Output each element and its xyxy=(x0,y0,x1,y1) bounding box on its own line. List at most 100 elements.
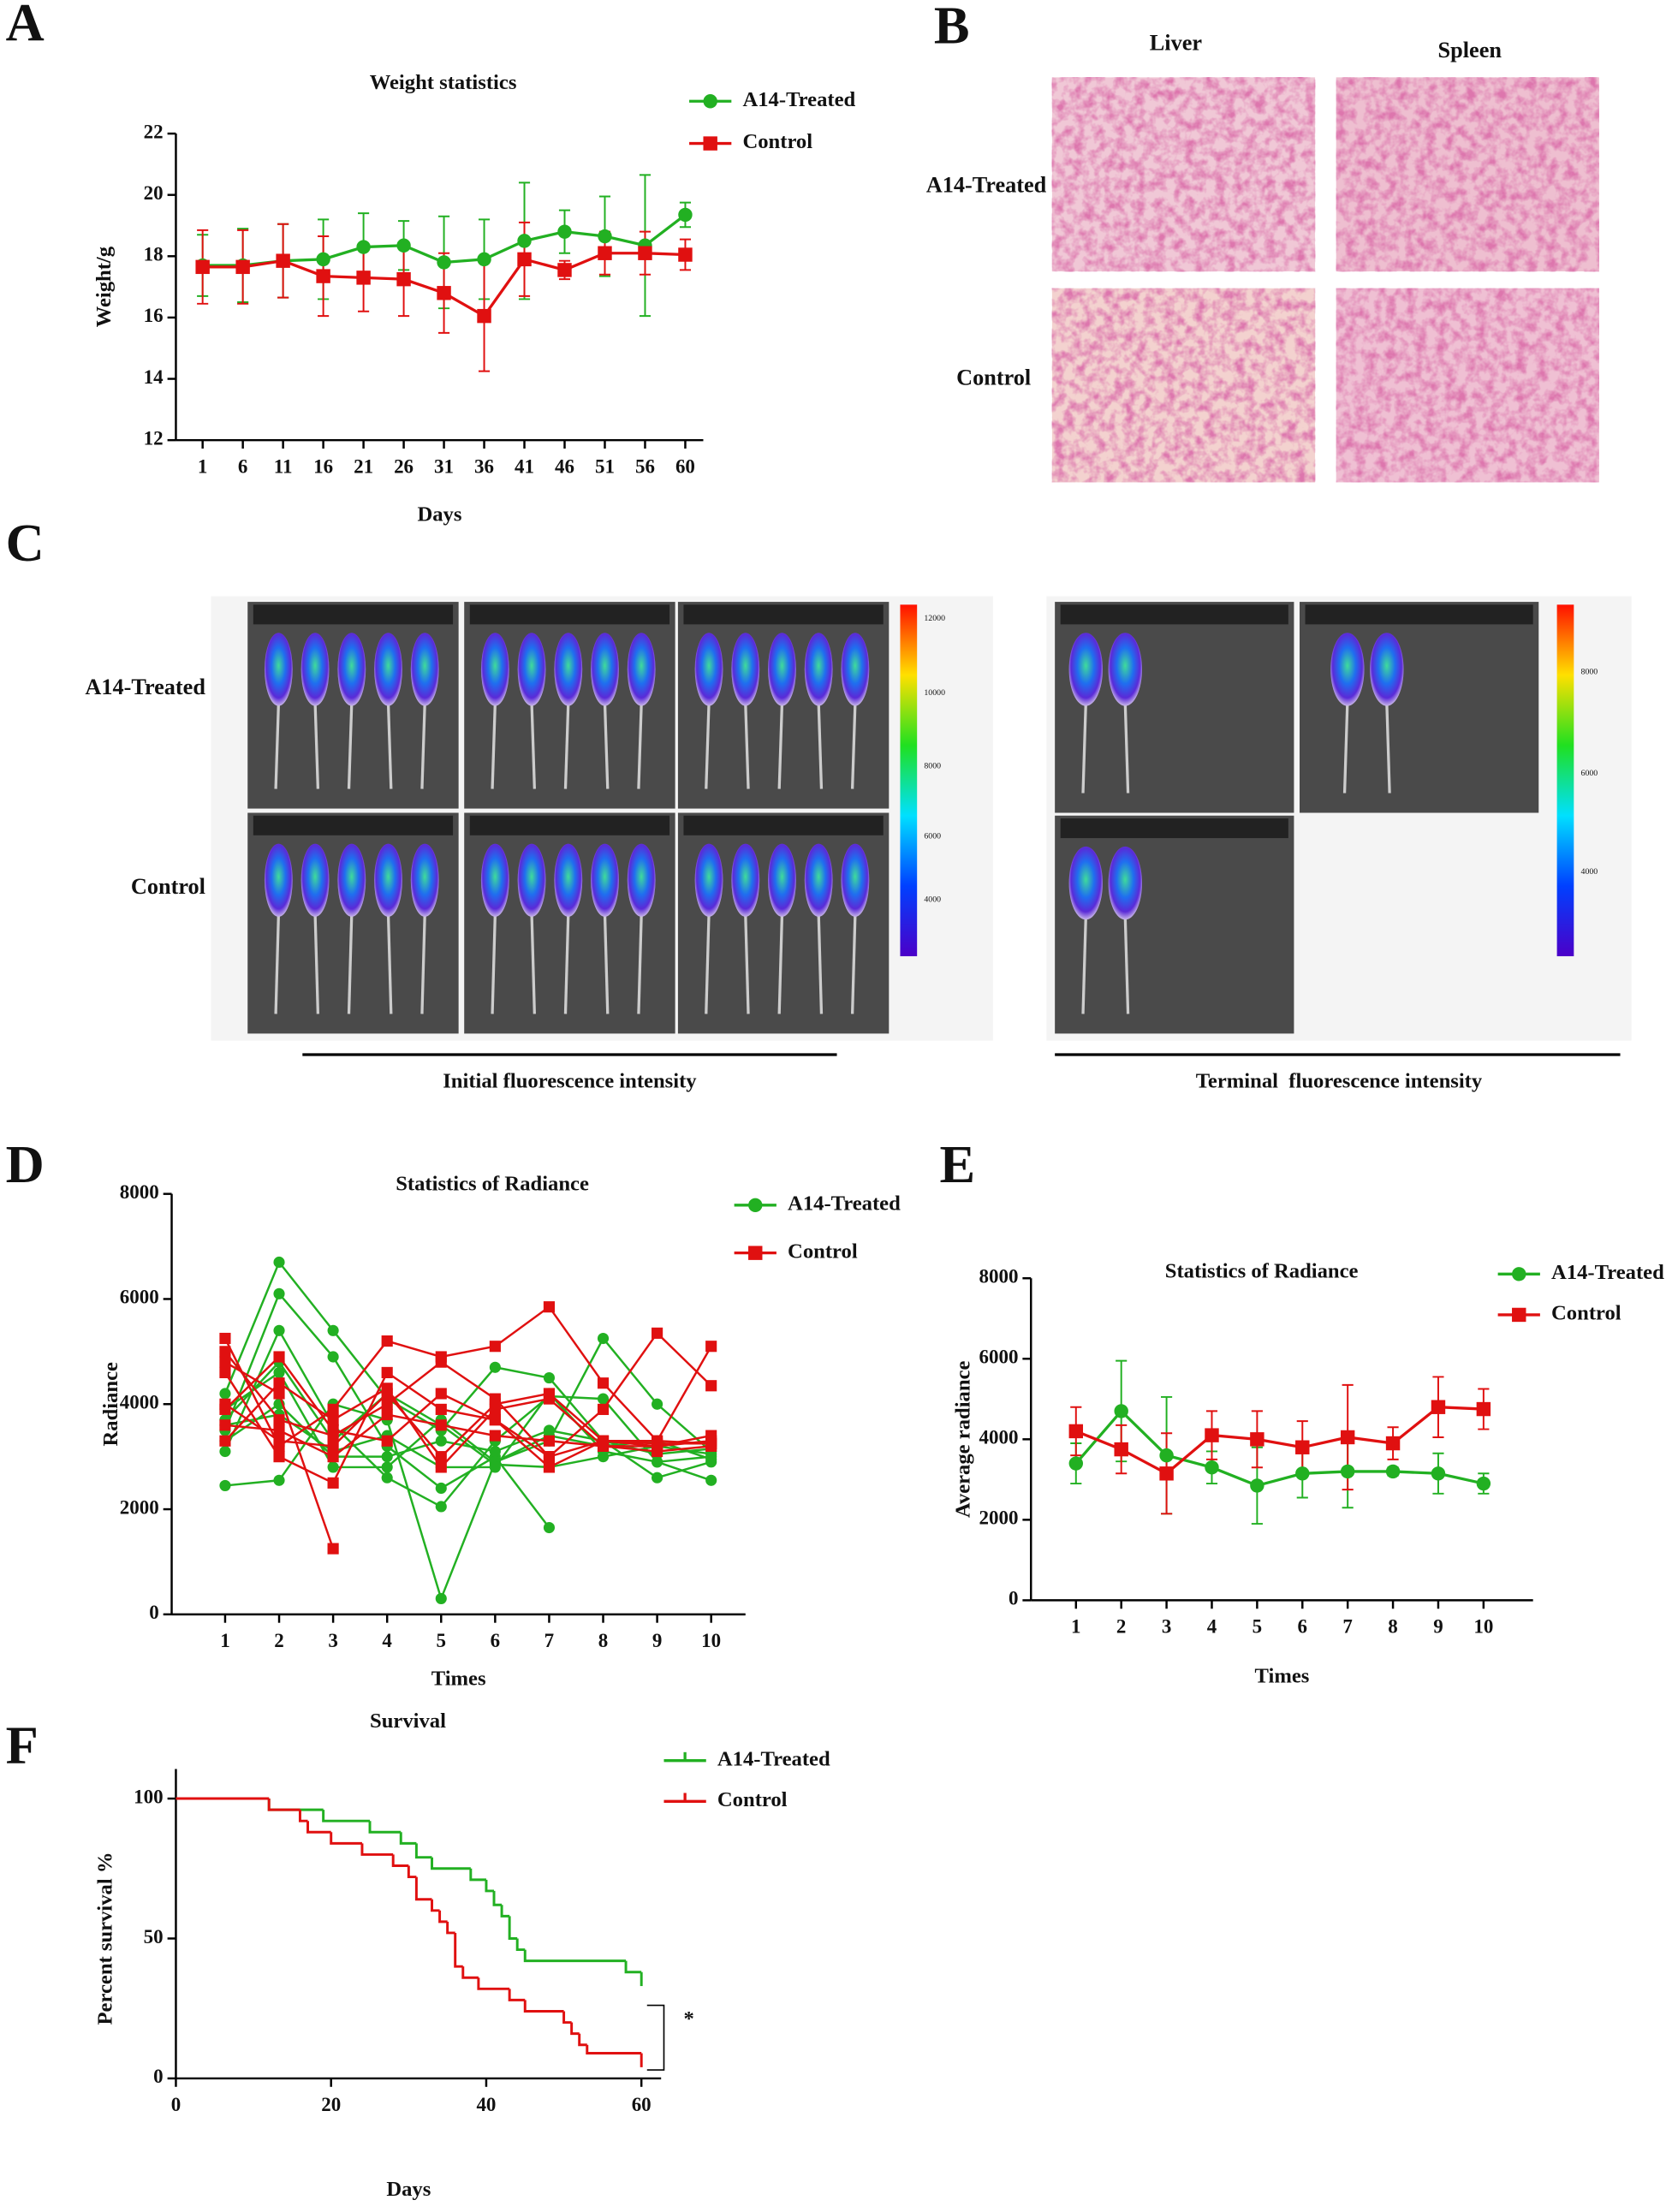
marker xyxy=(381,1408,393,1421)
x-tick-label: 21 xyxy=(354,455,373,477)
tail xyxy=(274,703,281,789)
survival-step xyxy=(391,1854,409,1867)
marker xyxy=(1295,1466,1310,1481)
tail xyxy=(705,703,711,789)
tail xyxy=(313,703,320,789)
marker xyxy=(327,1461,339,1473)
survival-step xyxy=(523,2000,564,2013)
tail xyxy=(817,913,824,1014)
marker xyxy=(1205,1460,1219,1475)
marker xyxy=(327,1424,339,1436)
histology-texture xyxy=(1051,288,1316,483)
marker xyxy=(219,1366,231,1378)
colorbar-label: 8000 xyxy=(924,762,941,771)
x-tick-label: 7 xyxy=(544,1630,555,1651)
y-tick-label: 6000 xyxy=(120,1287,159,1308)
survival-step xyxy=(360,1843,394,1856)
holder-bar xyxy=(253,815,454,835)
x-axis-label: Times xyxy=(431,1668,486,1691)
marker xyxy=(381,1451,393,1463)
line xyxy=(224,1402,711,1458)
tail xyxy=(491,913,497,1014)
survival-step xyxy=(306,1821,331,1834)
legend-label: Control xyxy=(1551,1302,1621,1325)
x-tick-label: 1 xyxy=(1071,1616,1081,1638)
marker xyxy=(597,1377,610,1389)
y-tick-label: 6000 xyxy=(979,1347,1018,1368)
x-tick-label: 26 xyxy=(394,455,414,477)
tail xyxy=(603,703,610,789)
legend-label: A14-Treated xyxy=(742,88,855,111)
row-label: Control xyxy=(131,874,205,899)
tail xyxy=(850,913,857,1014)
mouse xyxy=(768,633,796,706)
legend-label: A14-Treated xyxy=(788,1192,901,1215)
x-tick-label: 9 xyxy=(1433,1616,1443,1638)
tail xyxy=(637,913,643,1014)
colorbar xyxy=(1556,604,1574,957)
mouse xyxy=(768,843,796,918)
marker xyxy=(437,255,451,270)
mouse xyxy=(1108,633,1143,706)
mouse xyxy=(410,633,439,706)
marker xyxy=(652,1435,663,1447)
marker xyxy=(1114,1404,1128,1418)
y-tick-label: 16 xyxy=(144,305,164,326)
x-tick-label: 7 xyxy=(1342,1616,1353,1638)
panel-letter: E xyxy=(939,1134,975,1194)
tail xyxy=(744,913,750,1014)
survival-step xyxy=(578,2033,587,2047)
tail xyxy=(744,703,750,789)
marker xyxy=(543,1371,556,1384)
x-tick-label: 1 xyxy=(220,1630,230,1651)
survival-step xyxy=(492,1890,503,1906)
mouse xyxy=(627,843,656,918)
marker xyxy=(327,1543,339,1555)
colorbar xyxy=(900,604,918,957)
mouse xyxy=(480,633,509,706)
line xyxy=(224,1382,711,1469)
survival-step xyxy=(407,1865,417,1879)
marker xyxy=(327,1403,339,1415)
mouse xyxy=(410,843,439,918)
tail xyxy=(347,913,354,1014)
imaging-image xyxy=(1055,815,1294,1034)
legend-label: Control xyxy=(717,1788,788,1811)
tail xyxy=(386,913,393,1014)
significance-bracket xyxy=(646,2004,665,2071)
x-tick-label: 46 xyxy=(555,455,574,477)
legend-label: A14-Treated xyxy=(717,1747,830,1770)
marker xyxy=(219,1419,231,1431)
survival-step xyxy=(570,2022,580,2036)
x-tick-label: 3 xyxy=(328,1630,338,1651)
mouse xyxy=(300,843,330,918)
survival-step xyxy=(414,1876,432,1901)
marker xyxy=(1431,1400,1446,1414)
y-tick-label: 4000 xyxy=(979,1427,1018,1448)
x-tick-label: 51 xyxy=(595,455,615,477)
marker xyxy=(543,1451,556,1463)
marker xyxy=(1431,1466,1446,1481)
tail xyxy=(313,913,320,1014)
line xyxy=(223,1260,712,1479)
tail xyxy=(1081,917,1087,1014)
caption: Initial fluorescence intensity xyxy=(443,1070,697,1093)
tail xyxy=(1123,703,1130,794)
y-tick-label: 8000 xyxy=(979,1266,1018,1287)
x-axis-label: Days xyxy=(386,2178,431,2201)
survival-step xyxy=(508,1989,526,2001)
survival-step xyxy=(461,1966,479,1979)
x-tick-label: 6 xyxy=(238,455,247,477)
x-axis-label: Days xyxy=(417,503,461,526)
x-tick-label: 20 xyxy=(321,2094,341,2115)
survival-step xyxy=(298,1810,308,1823)
marker xyxy=(435,1419,447,1431)
x-tick-label: 60 xyxy=(632,2094,652,2115)
holder-bar xyxy=(469,604,670,625)
survival-step xyxy=(431,1899,440,1912)
legend-marker xyxy=(748,1198,763,1213)
tail xyxy=(1342,703,1349,794)
marker xyxy=(273,1377,285,1389)
marker xyxy=(705,1451,717,1463)
legend-label: Control xyxy=(788,1240,858,1263)
